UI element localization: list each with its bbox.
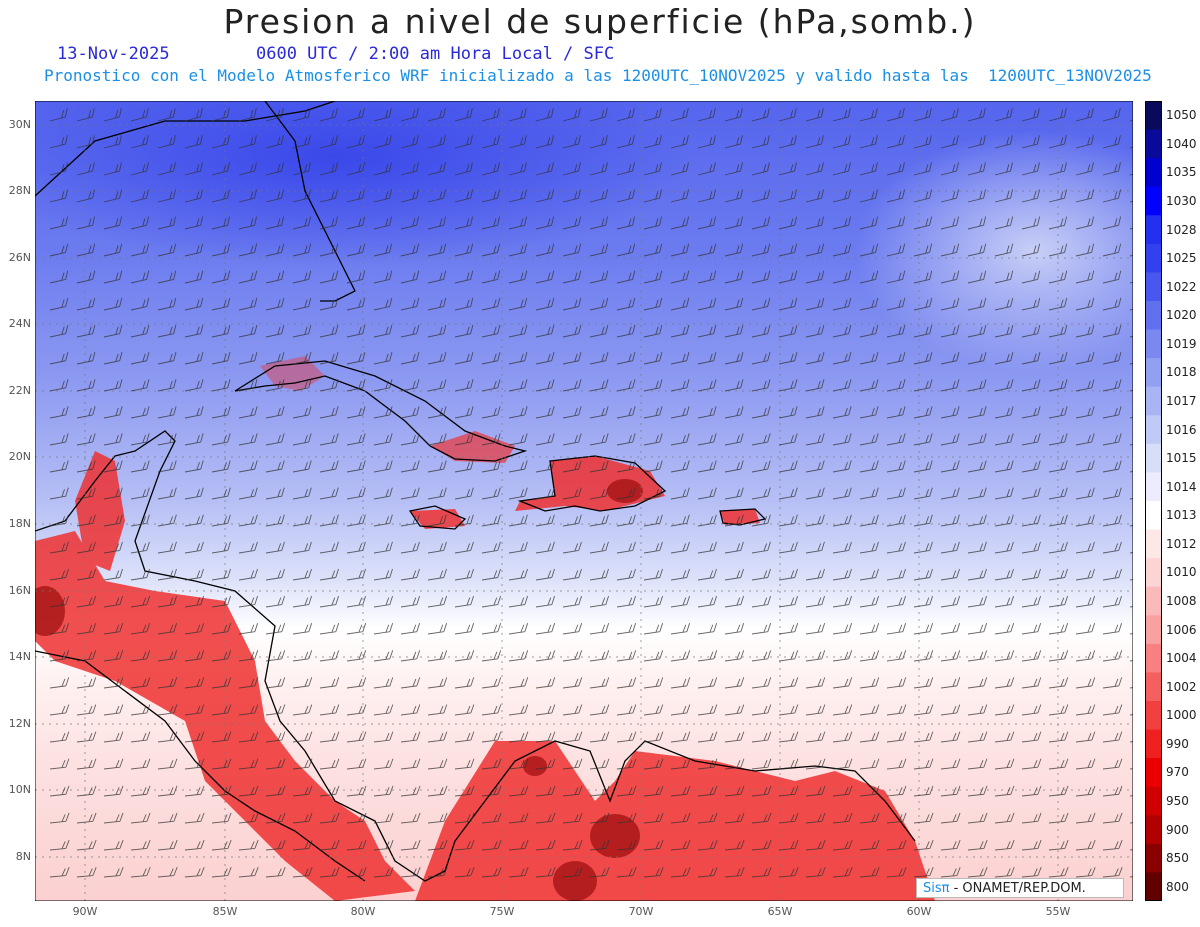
- pressure-map: [35, 101, 1133, 901]
- lat-label: 20N: [8, 450, 31, 463]
- colorbar-swatch: [1145, 158, 1162, 188]
- colorbar-label: 1030: [1166, 194, 1197, 208]
- map-title: Presion a nivel de superficie (hPa,somb.…: [223, 2, 977, 41]
- colorbar-swatch: [1145, 643, 1162, 673]
- colorbar-swatch: [1145, 101, 1162, 131]
- lat-label: 16N: [8, 584, 31, 597]
- colorbar-swatch: [1145, 558, 1162, 588]
- lat-label: 24N: [8, 317, 31, 330]
- valid-date: 13-Nov-2025: [57, 44, 170, 64]
- colorbar-swatch: [1145, 243, 1162, 273]
- colorbar-label: 1018: [1166, 365, 1197, 380]
- forecast-info: Pronostico con el Modelo Atmosferico WRF…: [44, 66, 1152, 85]
- lat-label: 22N: [8, 384, 31, 397]
- colorbar-swatch: [1145, 729, 1162, 759]
- colorbar-swatch: [1145, 786, 1162, 816]
- colorbar-swatch: [1145, 758, 1162, 788]
- wind-barbs: [49, 108, 1133, 878]
- colorbar-label: 1019: [1166, 336, 1197, 351]
- colorbar-label: 1006: [1166, 622, 1197, 637]
- colorbar-label: 1002: [1166, 679, 1197, 694]
- colorbar-label: 1013: [1166, 508, 1197, 523]
- colorbar-label: 1016: [1166, 422, 1197, 437]
- colorbar-label: 1008: [1166, 594, 1197, 608]
- lon-label: 90W: [72, 905, 98, 918]
- colorbar-label: 1022: [1166, 279, 1197, 294]
- colorbar-swatch: [1145, 443, 1162, 473]
- colorbar-label: 1010: [1166, 565, 1197, 580]
- lon-label: 60W: [906, 905, 932, 918]
- colorbar-swatch: [1145, 301, 1162, 331]
- colorbar-label: 1040: [1166, 136, 1197, 151]
- colorbar-swatch: [1145, 501, 1162, 531]
- lon-label: 55W: [1045, 905, 1071, 918]
- colorbar-label: 850: [1166, 851, 1189, 866]
- colorbar-swatch: [1145, 615, 1162, 645]
- colorbar-label: 1014: [1166, 479, 1197, 494]
- lat-label: 8N: [15, 850, 31, 863]
- colorbar-swatch: [1145, 815, 1162, 845]
- colorbar-swatch: [1145, 129, 1162, 159]
- lon-label: 80W: [350, 905, 376, 918]
- colorbar-label: 1000: [1166, 708, 1197, 723]
- lon-label: 85W: [212, 905, 238, 918]
- colorbar-label: 970: [1166, 765, 1189, 780]
- colorbar-label: 1028: [1166, 222, 1197, 237]
- colorbar-label: 990: [1166, 736, 1189, 751]
- lon-label: 75W: [489, 905, 515, 918]
- colorbar-swatch: [1145, 415, 1162, 445]
- sispi-logo: Sisπ - ONAMET/REP.DOM.: [916, 878, 1124, 898]
- lat-label: 28N: [8, 184, 31, 197]
- lon-label: 65W: [767, 905, 793, 918]
- lat-label: 18N: [8, 517, 31, 530]
- colorbar-swatch: [1145, 701, 1162, 731]
- lat-label: 26N: [8, 251, 31, 264]
- colorbar-swatch: [1145, 272, 1162, 302]
- colorbar-label: 1012: [1166, 536, 1197, 551]
- colorbar-swatch: [1145, 386, 1162, 416]
- colorbar-label: 900: [1166, 822, 1189, 837]
- lat-label: 10N: [8, 783, 31, 796]
- lat-label: 12N: [8, 717, 31, 730]
- colorbar-label: 1004: [1166, 651, 1197, 666]
- colorbar-swatch: [1145, 186, 1162, 216]
- colorbar-swatch: [1145, 329, 1162, 359]
- colorbar-swatch: [1145, 586, 1162, 616]
- colorbar-label: 1035: [1166, 165, 1197, 180]
- lat-label: 30N: [8, 118, 31, 131]
- colorbar-swatch: [1145, 358, 1162, 388]
- colorbar: [1145, 101, 1162, 901]
- colorbar-label: 1050: [1166, 108, 1197, 123]
- colorbar-swatch: [1145, 843, 1162, 873]
- colorbar-label: 1015: [1166, 451, 1197, 466]
- colorbar-swatch: [1145, 672, 1162, 702]
- colorbar-label: 1025: [1166, 251, 1197, 266]
- valid-time: 0600 UTC / 2:00 am Hora Local / SFC: [256, 44, 615, 64]
- colorbar-swatch: [1145, 529, 1162, 559]
- lat-label: 14N: [8, 650, 31, 663]
- colorbar-label: 950: [1166, 794, 1189, 808]
- colorbar-swatch: [1145, 472, 1162, 502]
- colorbar-swatch: [1145, 215, 1162, 245]
- colorbar-swatch: [1145, 872, 1162, 901]
- colorbar-label: 1017: [1166, 394, 1197, 408]
- lon-label: 70W: [628, 905, 654, 918]
- colorbar-label: 1020: [1166, 308, 1197, 323]
- colorbar-label: 800: [1166, 879, 1189, 894]
